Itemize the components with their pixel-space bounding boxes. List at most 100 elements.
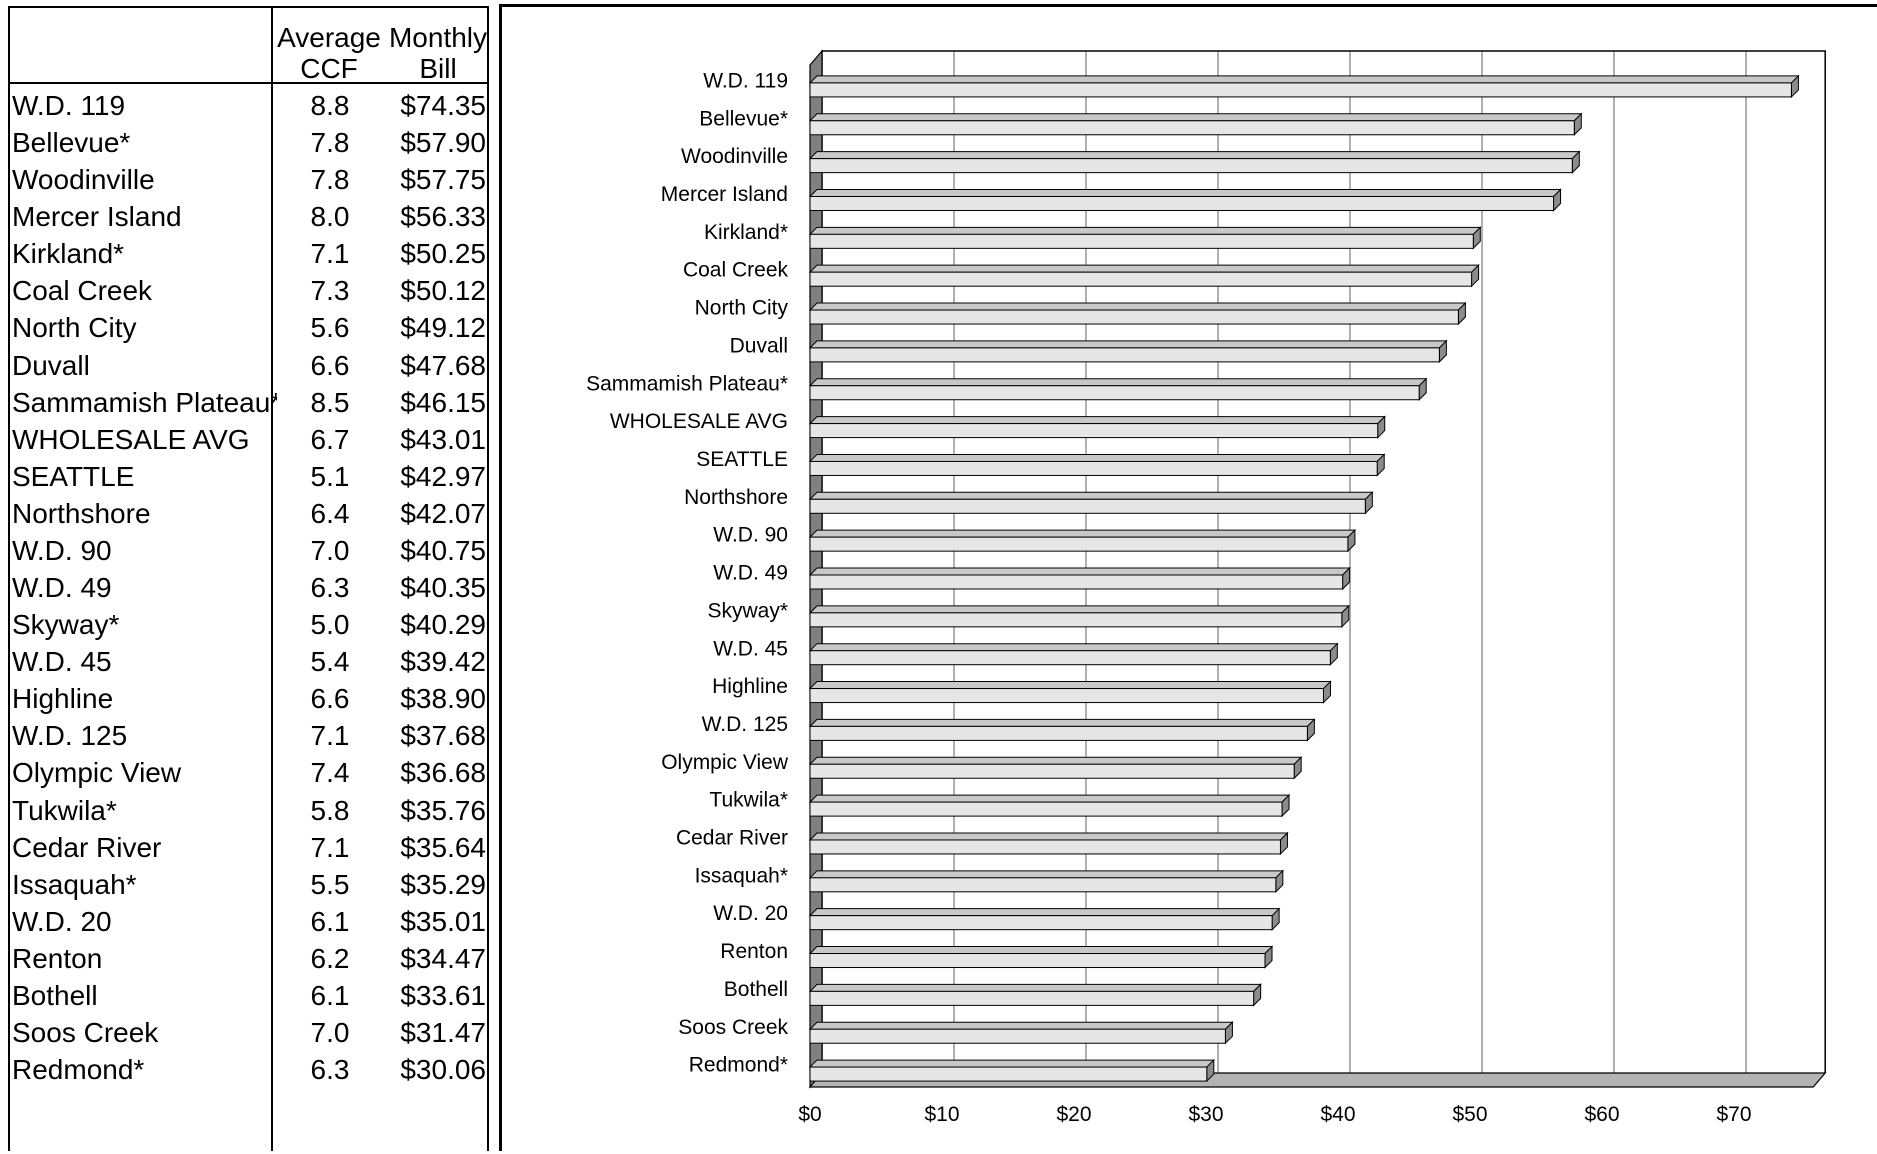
category-label: Tukwila*	[709, 789, 788, 812]
row-name: Mercer Island	[12, 201, 182, 233]
row-monthly-bill: $33.61	[400, 979, 486, 1011]
row-average-ccf: 5.6	[310, 312, 350, 344]
header-average-ccf-line2: CCF	[300, 53, 358, 84]
x-tick-label: $0	[798, 1103, 821, 1126]
row-average-ccf: 5.4	[310, 646, 350, 678]
bar-top	[808, 453, 1386, 462]
bar-top	[808, 832, 1289, 841]
table-row: Kirkland* 7.1 $50.25	[10, 235, 487, 272]
category-label: W.D. 45	[713, 637, 788, 660]
row-average-ccf: 7.1	[310, 720, 350, 752]
table-row: W.D. 45 5.4 $39.42	[10, 643, 487, 680]
row-monthly-bill: $40.75	[400, 534, 486, 566]
category-label: Olympic View	[661, 751, 789, 774]
row-average-ccf: 7.8	[310, 164, 350, 196]
table-row: Skyway* 5.0 $40.29	[10, 606, 487, 643]
row-monthly-bill: $56.33	[400, 201, 486, 233]
row-name: Coal Creek	[12, 275, 153, 307]
category-label: WHOLESALE AVG	[610, 410, 788, 433]
bar	[809, 725, 1308, 741]
row-name: Tukwila*	[12, 794, 117, 826]
row-average-ccf: 6.1	[310, 905, 350, 937]
bar-top	[808, 983, 1262, 992]
header-monthly-bill-line2: Bill	[419, 53, 457, 84]
bar-top	[808, 870, 1285, 879]
bar	[809, 271, 1473, 287]
bar	[809, 195, 1555, 211]
table-row: W.D. 125 7.1 $37.68	[10, 717, 487, 754]
bar	[809, 1028, 1226, 1044]
row-monthly-bill: $43.01	[400, 423, 486, 455]
bar-top	[808, 756, 1303, 765]
row-average-ccf: 7.1	[310, 238, 350, 270]
bar	[809, 990, 1255, 1006]
row-name: W.D. 45	[12, 646, 112, 678]
x-tick-label: $30	[1188, 1103, 1223, 1126]
row-average-ccf: 7.0	[310, 534, 350, 566]
row-average-ccf: 7.1	[310, 831, 350, 863]
table-row: Highline 6.6 $38.90	[10, 680, 487, 717]
row-monthly-bill: $37.68	[400, 720, 486, 752]
table-row: Mercer Island 8.0 $56.33	[10, 198, 487, 235]
row-monthly-bill: $42.07	[400, 497, 486, 529]
table-row: Soos Creek 7.0 $31.47	[10, 1014, 487, 1051]
row-name: W.D. 49	[12, 572, 112, 604]
row-monthly-bill: $50.12	[400, 275, 486, 307]
category-label: Soos Creek	[678, 1016, 788, 1039]
row-average-ccf: 6.1	[310, 979, 350, 1011]
table-row: WHOLESALE AVG 6.7 $43.01	[10, 421, 487, 458]
category-label: W.D. 90	[713, 524, 788, 547]
category-label: Northshore	[684, 486, 788, 509]
data-table: Average CCF Monthly Bill W.D. 119 8.8 $74.…	[8, 6, 489, 1151]
bar	[809, 574, 1344, 590]
row-monthly-bill: $36.68	[400, 757, 486, 789]
category-label: North City	[695, 297, 789, 320]
bar	[809, 612, 1343, 628]
row-name: Highline	[12, 683, 114, 715]
row-name: Olympic View	[12, 757, 182, 789]
bar-chart: W.D. 119 Bellevue* Woodinville Mercer Islan…	[499, 4, 1877, 1151]
bar-top	[808, 567, 1351, 576]
row-monthly-bill: $34.47	[400, 942, 486, 974]
x-tick-label: $20	[1056, 1103, 1091, 1126]
bar	[809, 82, 1792, 98]
header-rule	[10, 82, 487, 84]
category-label: Redmond*	[689, 1054, 788, 1077]
row-average-ccf: 6.2	[310, 942, 350, 974]
chart-canvas: W.D. 119 Bellevue* Woodinville Mercer Islan…	[586, 49, 1827, 1126]
bar-top	[808, 529, 1357, 538]
row-monthly-bill: $57.90	[400, 127, 486, 159]
bar-top	[808, 491, 1374, 500]
row-name: Kirkland*	[12, 238, 125, 270]
row-monthly-bill: $46.15	[400, 386, 486, 418]
bar-top	[808, 643, 1339, 652]
row-average-ccf: 6.3	[310, 1054, 350, 1086]
table-row: Renton 6.2 $34.47	[10, 940, 487, 977]
row-average-ccf: 8.0	[310, 201, 350, 233]
bar	[809, 233, 1474, 249]
bar-top	[808, 908, 1281, 917]
bar	[809, 309, 1459, 325]
table-row: SEATTLE 5.1 $42.97	[10, 458, 487, 495]
table-row: Woodinville 7.8 $57.75	[10, 161, 487, 198]
bar	[809, 536, 1349, 552]
bar	[809, 498, 1366, 514]
row-average-ccf: 6.4	[310, 497, 350, 529]
bar	[809, 839, 1281, 855]
row-name: Soos Creek	[12, 1017, 159, 1048]
bar-top	[808, 416, 1386, 425]
category-label: Duvall	[730, 334, 788, 357]
row-name: Renton	[12, 942, 103, 974]
table-row: W.D. 90 7.0 $40.75	[10, 532, 487, 569]
row-name: Woodinville	[12, 164, 155, 196]
bar	[809, 120, 1575, 136]
row-monthly-bill: $35.76	[400, 794, 486, 826]
category-label: W.D. 119	[703, 69, 788, 92]
table-row: W.D. 49 6.3 $40.35	[10, 569, 487, 606]
bar	[809, 877, 1277, 893]
x-tick-label: $50	[1452, 1103, 1487, 1126]
bar	[809, 460, 1378, 476]
row-average-ccf: 7.3	[310, 275, 350, 307]
row-average-ccf: 5.8	[310, 794, 350, 826]
table-row: Olympic View 7.4 $36.68	[10, 754, 487, 791]
